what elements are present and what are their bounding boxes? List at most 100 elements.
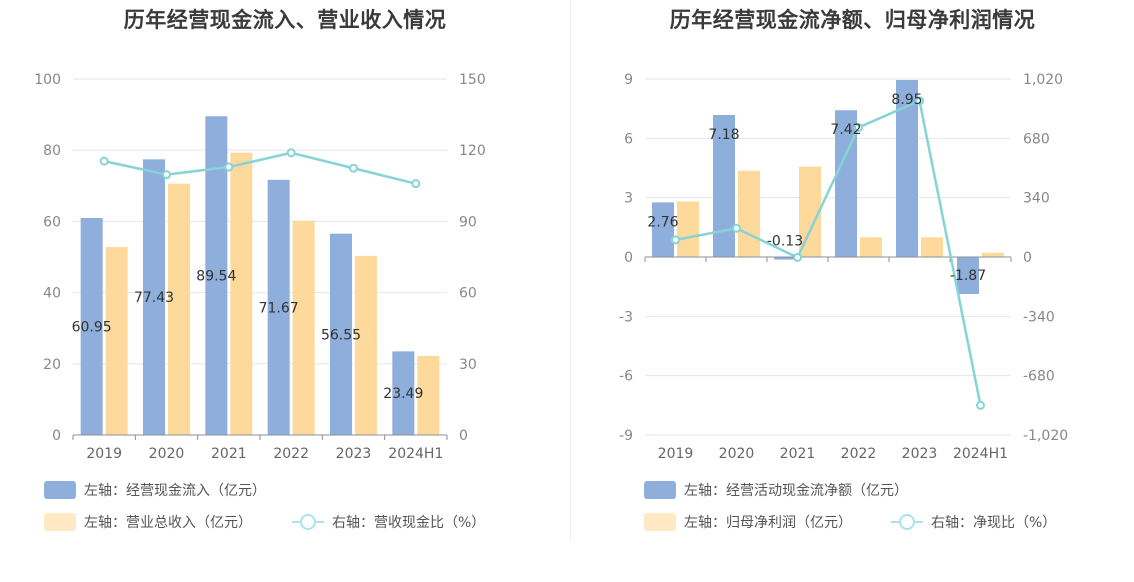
bar [677,201,699,257]
series-line [675,99,982,406]
legend-label: 左轴：归母净利润（亿元） [684,515,852,531]
x-tick-label: 2019 [658,446,694,462]
x-tick-label: 2022 [841,446,877,462]
y-right-tick: 60 [459,286,477,302]
y-left-tick: -9 [619,428,633,444]
y-right-tick: 0 [1023,250,1032,266]
bar [392,351,415,435]
bar [168,183,190,435]
y-left-tick: 100 [34,72,61,88]
y-right-tick: -680 [1023,369,1055,385]
y-right-tick: -1,020 [1023,428,1068,444]
y-right-tick: 0 [459,428,468,444]
line-point [671,235,680,245]
data-label: 56.55 [321,327,361,343]
y-right-tick: 1,020 [1023,72,1063,88]
legend-label: 右轴：净现比（%） [931,515,1057,531]
x-tick-label: 2020 [149,446,185,462]
data-label: 7.18 [708,127,739,143]
y-left-tick: -3 [619,309,633,325]
y-left-tick: 9 [624,72,633,88]
legend-swatch [292,513,324,531]
y-right-tick: 30 [459,357,477,373]
line-point [162,170,171,180]
line-point [732,223,741,233]
bar [921,237,943,257]
data-label: 89.54 [196,269,236,285]
line-point [793,252,802,262]
y-right-tick: 680 [1023,131,1050,147]
bar [105,247,128,435]
legend-item[interactable]: 左轴：经营现金流入（亿元） [44,480,266,500]
chart-panel-netflow: 历年经营现金流净额、归母净利润情况 -9 -6 -3 0 3 6 9 -1,020 -680 -3… [571,0,1134,582]
y-left-tick: 20 [43,357,61,373]
chart-title: 历年经营现金流净额、归母净利润情况 [669,8,1036,32]
legend-label: 左轴：经营现金流入（亿元） [84,483,266,499]
series-line [103,151,417,185]
y-right-tick: -340 [1023,309,1055,325]
y-left-tick: 40 [43,286,61,302]
x-tick-label: 2022 [273,446,309,462]
y-left-tick: 60 [43,214,61,230]
bar [982,252,1004,257]
line-point [411,179,421,189]
bar [957,257,979,294]
line-point [286,148,296,158]
x-tick-label: 2024H1 [388,446,443,462]
chart-plot: -9 -6 -3 0 3 6 9 -1,020 -680 -340 0 340 680 1,020 2019… [619,72,1068,462]
legend-swatch [891,513,923,531]
bar [652,202,674,257]
legend-item[interactable]: 右轴：净现比（%） [891,512,1056,532]
y-right-tick: 150 [459,72,486,88]
bar [417,355,440,435]
legend-swatch [644,481,676,499]
x-tick-label: 2023 [336,446,372,462]
data-label: 71.67 [259,300,299,316]
data-label: 8.95 [891,92,922,108]
legend-label: 右轴：营收现金比（%） [332,515,486,531]
bar [738,170,760,257]
legend-item[interactable]: 左轴：归母净利润（亿元） [644,512,852,532]
bar [230,152,253,435]
chart-plot: 0 20 40 60 80 100 0 30 60 90 120 150 2019 2020 2021 202… [34,72,486,462]
bar [896,79,918,257]
data-label: 77.43 [134,290,174,306]
y-left-tick: -6 [619,369,633,385]
line-point [349,163,358,173]
legend-label: 左轴：经营活动现金流净额（亿元） [684,483,908,499]
x-tick-label: 2020 [719,446,755,462]
data-label: 7.42 [830,122,861,138]
line-point [224,162,234,172]
legend-item[interactable]: 左轴：营业总收入（亿元） [44,512,252,532]
legend-swatch [644,513,676,531]
y-right-tick: 340 [1023,191,1050,207]
bar [860,237,882,257]
legend-item[interactable]: 右轴：营收现金比（%） [292,512,485,532]
data-label: -1.87 [950,268,986,284]
y-right-tick: 90 [459,214,477,230]
y-left-tick: 3 [624,191,633,207]
bar [835,110,857,257]
x-tick-label: 2021 [780,446,816,462]
legend-swatch [44,513,76,531]
bar [713,114,735,258]
legend-swatch [44,481,76,499]
bar [799,166,821,257]
bar [355,255,377,435]
x-tick-label: 2024H1 [953,446,1008,462]
y-left-tick: 0 [52,428,61,444]
chart-panel-inflow: 历年经营现金流入、营业收入情况 0 20 40 60 80 100 0 30 60 90 120 15… [34,8,486,532]
bar [292,220,315,435]
line-point [99,156,109,166]
data-label: 60.95 [72,320,112,336]
bar [205,116,228,435]
x-tick-label: 2019 [86,446,122,462]
data-label: 2.76 [647,214,678,230]
data-label: 23.49 [383,386,423,402]
bar [143,159,165,436]
bar [267,179,290,435]
bar [774,257,796,260]
y-left-tick: 6 [624,131,633,147]
panel-divider [570,0,571,540]
legend-item[interactable]: 左轴：经营活动现金流净额（亿元） [644,480,908,500]
